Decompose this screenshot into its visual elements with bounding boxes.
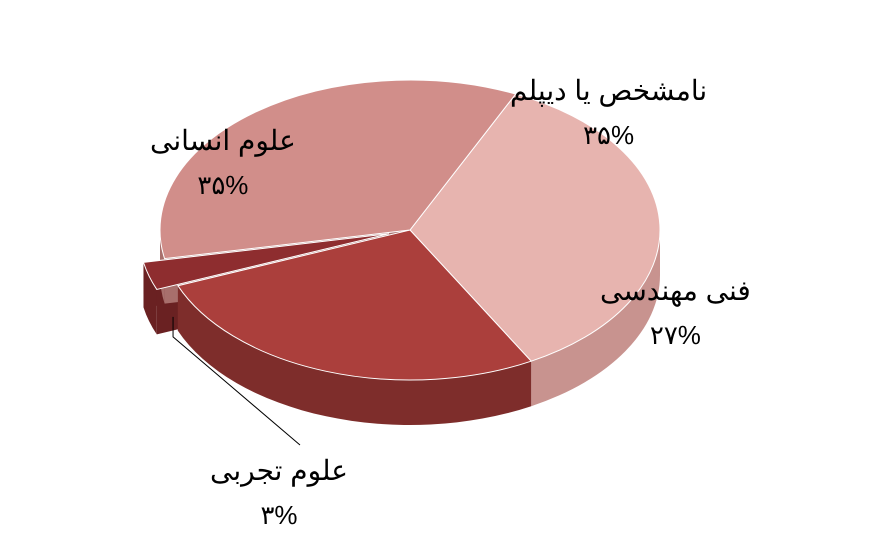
- slice-label-2-pct: ۳%: [210, 496, 348, 535]
- slice-label-3-pct: ۳۵%: [150, 166, 296, 205]
- slice-label-1-name: فنی مهندسی: [600, 270, 751, 312]
- slice-label-0-name: نامشخص یا دیپلم: [510, 70, 707, 112]
- pie-chart-container: نامشخص یا دیپلم ۳۵% فنی مهندسی ۲۷% علوم …: [0, 0, 878, 549]
- slice-label-2-name: علوم تجربی: [210, 450, 348, 492]
- slice-label-0-pct: ۳۵%: [510, 116, 707, 155]
- slice-label-2: علوم تجربی ۳%: [210, 450, 348, 535]
- slice-label-3: علوم انسانی ۳۵%: [150, 120, 296, 205]
- slice-label-1: فنی مهندسی ۲۷%: [600, 270, 751, 355]
- slice-label-1-pct: ۲۷%: [600, 316, 751, 355]
- slice-label-3-name: علوم انسانی: [150, 120, 296, 162]
- slice-label-0: نامشخص یا دیپلم ۳۵%: [510, 70, 707, 155]
